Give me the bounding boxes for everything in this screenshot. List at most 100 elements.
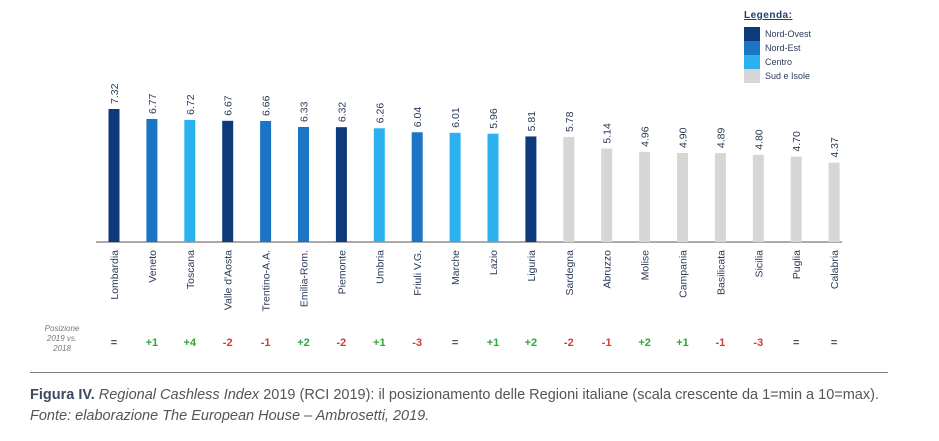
value-label: 4.96 (640, 126, 652, 147)
category-label: Calabria (829, 250, 841, 289)
value-label: 5.78 (564, 111, 576, 132)
position-change: -2 (564, 337, 574, 349)
position-change: +2 (525, 337, 538, 349)
bar (146, 118, 158, 242)
value-label: 7.32 (109, 83, 121, 104)
legend-swatch-sud-e-isole (744, 69, 760, 83)
position-change: -2 (337, 337, 347, 349)
position-change: -3 (753, 337, 763, 349)
figure-caption: Figura IV. Regional Cashless Index 2019 … (30, 385, 900, 427)
bar (373, 128, 385, 242)
value-label: 6.01 (450, 107, 462, 128)
legend-title: Legenda: (744, 10, 793, 21)
value-label: 6.67 (223, 95, 235, 116)
category-label: Abruzzo (602, 250, 614, 289)
bar (411, 132, 423, 242)
position-change: = (793, 337, 799, 349)
category-label: Puglia (791, 250, 803, 279)
bar (639, 151, 651, 242)
bar (563, 136, 575, 242)
category-label: Sicilia (753, 250, 765, 278)
position-change: -1 (602, 337, 612, 349)
position-change-label: Posizione (45, 324, 80, 333)
legend-label: Sud e Isole (765, 71, 811, 81)
legend-label: Nord-Est (765, 43, 801, 53)
category-label: Marche (450, 250, 462, 285)
category-label: Lazio (488, 250, 500, 275)
category-label: Umbria (374, 250, 386, 284)
bar (222, 120, 234, 242)
legend: Legenda: Nord-Ovest Nord-Est Centro Sud … (744, 10, 854, 83)
caption-title-italic: Regional Cashless Index (98, 387, 260, 403)
category-label: Sardegna (564, 250, 576, 296)
value-label: 4.80 (753, 129, 765, 150)
category-label: Piemonte (336, 250, 348, 295)
position-change: +1 (373, 337, 386, 349)
bar (260, 120, 272, 242)
position-change: = (452, 337, 458, 349)
value-label: 6.72 (185, 94, 197, 115)
value-label: 5.14 (602, 123, 614, 144)
value-label: 6.26 (374, 103, 386, 124)
position-change: -3 (412, 337, 422, 349)
bar (790, 156, 802, 242)
legend-item-sud-e-isole: Sud e Isole (744, 69, 854, 83)
category-label: Lombardia (109, 250, 121, 300)
legend-item-centro: Centro (744, 55, 854, 69)
category-label: Toscana (185, 250, 197, 289)
position-change: -2 (223, 337, 233, 349)
legend-swatch-nord-ovest (744, 27, 760, 41)
position-change: -1 (716, 337, 726, 349)
figure-label: Figura IV. (30, 387, 95, 403)
value-label: 6.33 (299, 101, 311, 122)
category-label: Trentino-A.A. (261, 250, 273, 311)
category-label: Campania (678, 250, 690, 298)
bar (601, 148, 613, 242)
bar (525, 136, 537, 242)
position-change: +4 (184, 337, 197, 349)
legend-swatch-nord-est (744, 41, 760, 55)
value-label: 4.90 (678, 127, 690, 148)
position-change: +2 (297, 337, 310, 349)
category-label: Valle d'Aosta (223, 250, 235, 310)
caption-title-rest: 2019 (RCI 2019): il posizionamento delle… (259, 387, 879, 403)
legend-item-nord-ovest: Nord-Ovest (744, 27, 854, 41)
caption-source: Fonte: elaborazione The European House –… (30, 408, 430, 424)
value-label: 4.37 (829, 137, 841, 158)
position-change-label: 2019 vs. (46, 334, 77, 343)
bar (714, 153, 726, 242)
bar (487, 133, 499, 242)
bar (335, 127, 347, 242)
category-label: Molise (640, 250, 652, 281)
bar-chart: 7.32 Lombardia = 6.77 Veneto +1 6.72 Toscana +4 6… (45, 83, 842, 353)
position-change: = (831, 337, 837, 349)
value-label: 6.77 (147, 93, 159, 114)
legend-label: Centro (765, 57, 793, 67)
bar (298, 126, 309, 242)
category-label: Veneto (147, 250, 159, 283)
caption-divider (30, 372, 888, 373)
bar (108, 109, 120, 242)
bar (184, 119, 196, 242)
bar (752, 154, 764, 242)
bar (828, 162, 840, 242)
category-label: Emilia-Rom. (299, 250, 311, 307)
legend-swatch-centro (744, 55, 760, 69)
value-label: 6.66 (261, 95, 273, 116)
value-label: 5.81 (526, 111, 538, 132)
legend-label: Nord-Ovest (765, 29, 812, 39)
position-change: = (111, 337, 117, 349)
value-label: 6.04 (412, 107, 424, 128)
value-label: 6.32 (336, 102, 348, 123)
value-label: 4.70 (791, 131, 803, 152)
position-change: +2 (638, 337, 651, 349)
bar (677, 152, 688, 242)
position-change: +1 (676, 337, 689, 349)
category-label: Liguria (526, 250, 538, 282)
position-change-label: 2018 (52, 344, 71, 353)
category-label: Basilicata (715, 250, 727, 295)
value-label: 5.96 (488, 108, 500, 129)
position-change: -1 (261, 337, 271, 349)
position-change: +1 (146, 337, 159, 349)
bar (449, 132, 461, 242)
